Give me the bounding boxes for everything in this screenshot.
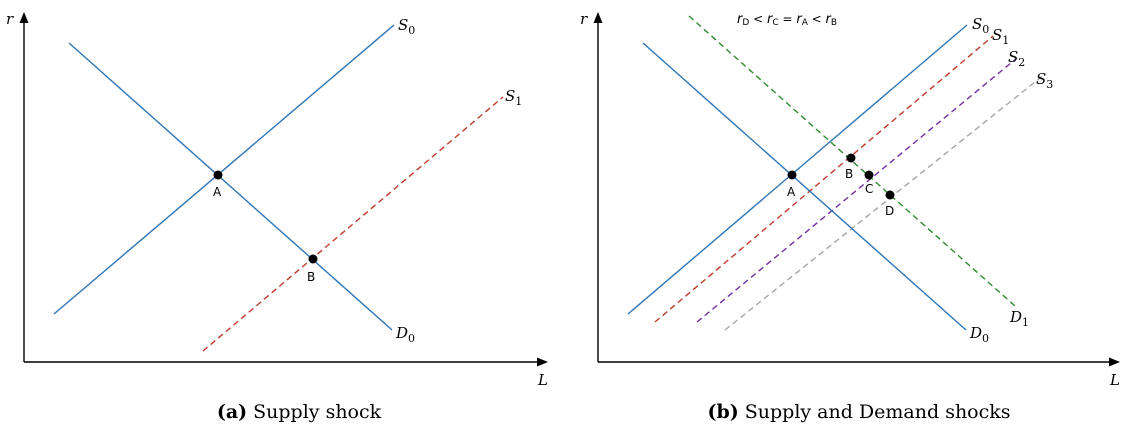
panel-b-curve-label-s1: S1 bbox=[992, 26, 1009, 47]
panel-b-supply-curve-s0 bbox=[627, 24, 968, 315]
panel-b-point-label-d: D bbox=[885, 204, 894, 218]
panel-a-point-label-b: B bbox=[307, 270, 315, 284]
panel-a-curve-label-s1: S1 bbox=[505, 87, 522, 108]
panel-b-supply-curve-s2 bbox=[696, 57, 1018, 323]
panel-b-y-axis-label: r bbox=[580, 10, 588, 28]
panel-b-curve-label-d0: D0 bbox=[969, 324, 989, 345]
panel-b: r L rD < rC = rA < rB S0 S1 S2 S3 D0 D1 … bbox=[580, 10, 1120, 423]
panel-a-x-axis-arrow bbox=[537, 357, 548, 367]
panel-b-point-label-a: A bbox=[787, 185, 796, 199]
panel-b-x-axis-arrow bbox=[1109, 357, 1120, 367]
panel-b-rate-ordering-annotation: rD < rC = rA < rB bbox=[737, 12, 837, 28]
panel-b-curve-label-s3: S3 bbox=[1036, 70, 1053, 91]
panel-a-point-a bbox=[213, 170, 223, 180]
panel-a-supply-curve-s1 bbox=[202, 96, 504, 352]
panel-a-x-axis-label: L bbox=[537, 371, 548, 389]
panel-b-supply-curve-s3 bbox=[724, 73, 1046, 331]
panel-b-y-axis-arrow bbox=[593, 12, 603, 23]
panel-a-caption: (a) Supply shock bbox=[217, 401, 382, 423]
panel-b-point-label-c: C bbox=[865, 182, 873, 196]
panel-a-y-axis-arrow bbox=[19, 12, 29, 23]
panel-b-curve-label-d1: D1 bbox=[1009, 308, 1029, 329]
panel-b-caption: (b) Supply and Demand shocks bbox=[707, 401, 1010, 423]
panel-b-point-d bbox=[885, 190, 895, 200]
panel-b-x-axis-label: L bbox=[1109, 371, 1120, 389]
panel-b-curve-label-s0: S0 bbox=[972, 15, 989, 36]
panel-b-point-label-b: B bbox=[845, 167, 853, 181]
panel-a-curve-label-s0: S0 bbox=[398, 16, 415, 37]
panel-a-supply-curve-s0 bbox=[53, 24, 395, 315]
panel-b-curve-label-s2: S2 bbox=[1008, 48, 1025, 69]
panel-a-point-label-a: A bbox=[213, 185, 222, 199]
panel-a-curve-label-d0: D0 bbox=[395, 324, 415, 345]
panel-b-point-b bbox=[846, 153, 856, 163]
panel-a-demand-curve-d0 bbox=[68, 42, 393, 331]
panel-a-y-axis-label: r bbox=[6, 10, 14, 28]
panel-a: r L S0 S1 D0 A B (a) Supply shock bbox=[6, 10, 548, 423]
panel-b-demand-curve-d1 bbox=[688, 15, 1016, 307]
panel-b-point-a bbox=[787, 170, 797, 180]
panel-b-supply-curve-s1 bbox=[654, 35, 994, 323]
panel-b-demand-curve-d0 bbox=[642, 42, 967, 331]
panel-b-point-c bbox=[864, 170, 874, 180]
panel-a-point-b bbox=[308, 254, 318, 264]
